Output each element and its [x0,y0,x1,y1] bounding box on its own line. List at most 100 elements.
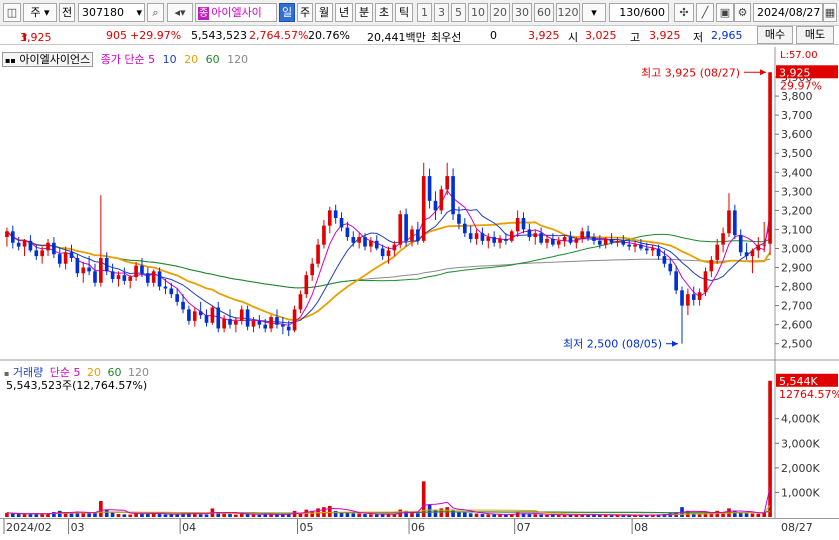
low-annotation: 최저 2,500 (08/05) [563,338,662,351]
volume-bar [146,513,150,517]
chart-toolbar: ◫ 주 ▾ 전 307180 ▾ ⌕ ◂▾ 종 아이엘사이 일 주 월 년 분 초 … [0,0,839,26]
candle-body [474,233,479,239]
volume-bar [63,512,68,517]
candle-body [650,248,655,251]
candle-body [480,233,485,241]
candle-body [222,318,226,329]
crosshair-icon[interactable]: ✣ [674,3,694,22]
chart-title-box[interactable]: ▪▪ 아이엘사이언스 [2,52,94,67]
volume-bar [16,514,21,517]
candle-body [492,237,496,243]
candle-body [627,244,631,247]
candle-body [181,301,185,310]
period-year-button[interactable]: 년 [335,3,353,22]
volume-bar [228,514,232,517]
volume-bar [134,512,138,517]
volume-bar [738,512,743,517]
interval-60-button[interactable]: 60 [534,3,554,22]
candle-body [750,250,755,257]
candle-body [10,231,15,243]
period-month-button[interactable]: 월 [315,3,333,22]
trade-amount: 20,441백만 [367,31,426,44]
volume-bar [40,514,44,517]
volume-bar [762,512,767,517]
volume-bar [5,512,9,517]
candle-body [304,275,309,295]
candle-body [140,265,144,274]
candle-body [462,223,467,234]
time-tick-label: 03 [71,521,85,534]
volume-bar [140,513,144,517]
period-minute-button[interactable]: 분 [355,3,373,22]
volume-bar [339,512,344,517]
volume-ma-label: 단순 [49,366,71,379]
volume-bar [122,514,127,517]
candle-body [539,233,543,243]
volume-bar [87,512,91,517]
line-tool-icon[interactable]: ╱ [696,3,714,22]
prev-button[interactable]: 전 [59,3,75,22]
ma5-legend: 5 [148,53,156,66]
sell-button[interactable]: 매도 [796,26,834,44]
candle-body [298,294,303,310]
calendar-icon[interactable]: ▦ [823,3,837,22]
buy-button[interactable]: 매수 [757,26,793,44]
current-change-tag-label: 29.97% [780,79,822,92]
volume-bar [691,513,696,517]
candle-body [392,244,397,251]
volume-bar [392,514,397,517]
interval-1-button[interactable]: 1 [417,3,432,22]
market-select-label: 주 [30,6,41,19]
volume-bar [104,509,109,517]
chart-menu-icon[interactable]: ◫ [3,3,21,22]
low-label: 저 [693,31,704,44]
volume-legend: ▪ 거래량 단순 5 20 60 120 [4,364,149,380]
interval-120-button[interactable]: 120 [556,3,580,22]
volume-bar [515,512,520,517]
period-second-button[interactable]: 초 [375,3,393,22]
interval-30-button[interactable]: 30 [512,3,532,22]
period-tick-button[interactable]: 틱 [395,3,413,22]
interval-20-button[interactable]: 20 [490,3,510,22]
candle-body [639,244,643,249]
candle-body [239,309,244,321]
volume-bar [416,513,420,517]
interval-5-button[interactable]: 5 [451,3,466,22]
date-field[interactable]: 2024/08/27 [753,3,823,22]
candle-body [715,244,720,260]
volume-bar [410,512,414,517]
period-day-button[interactable]: 일 [279,3,295,22]
search-icon[interactable]: ⌕ [147,3,164,22]
stock-code-input[interactable]: 307180 ▾ [78,3,145,22]
last-date-label: 08/27 [781,521,813,534]
interval-dropdown[interactable]: ▾ [582,3,606,22]
volume-bar [421,481,426,517]
volume-bar [10,513,15,517]
candle-body [122,275,127,281]
volume-bar [644,515,649,517]
vol-ma60-legend: 60 [107,366,122,379]
volume-bar [234,514,238,517]
candle-body [504,238,508,241]
stock-name-field[interactable]: 종 아이엘사이 [195,3,277,22]
volume-bar [697,514,702,517]
candle-body [163,286,168,289]
data-count-field[interactable]: 130/600 [609,3,669,22]
volume-bar [650,515,655,517]
candle-body [251,320,256,327]
candle-body [234,320,238,325]
chevron-down-icon: ▾ [591,6,597,19]
interval-3-button[interactable]: 3 [434,3,449,22]
interval-10-button[interactable]: 10 [468,3,488,22]
save-icon[interactable]: ▣ [716,3,734,22]
gear-icon[interactable]: ⚙ [734,3,751,22]
candle-body [357,237,361,243]
volume-bar [439,508,444,517]
candle-body [275,317,279,325]
speaker-icon[interactable]: ◂▾ [167,3,193,22]
market-select[interactable]: 주 ▾ [23,3,57,22]
candle-body [551,238,555,245]
period-week-button[interactable]: 주 [297,3,313,22]
candle-body [609,238,614,243]
